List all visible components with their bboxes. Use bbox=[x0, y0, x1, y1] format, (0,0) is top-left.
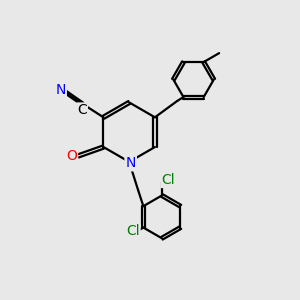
Text: N: N bbox=[125, 156, 136, 170]
Text: N: N bbox=[56, 83, 66, 97]
Text: O: O bbox=[66, 149, 77, 163]
Text: Cl: Cl bbox=[162, 173, 175, 187]
Text: Cl: Cl bbox=[126, 224, 140, 238]
Text: C: C bbox=[77, 103, 87, 118]
